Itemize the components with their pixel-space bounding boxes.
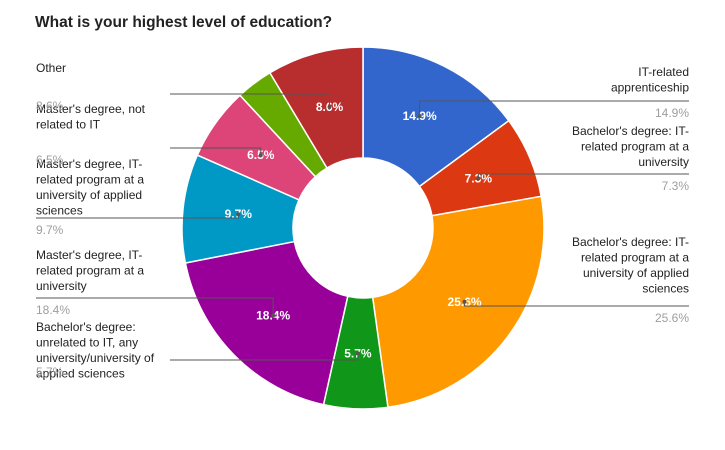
leader-dot-0 (417, 114, 422, 119)
leader-lines-group (36, 93, 689, 361)
legend-pct-5: 9.7% (36, 223, 64, 237)
leader-line-0 (419, 100, 689, 116)
legend-name-2-1: related program at a (581, 251, 689, 265)
leader-dot-4 (271, 313, 276, 318)
leader-dot-5 (236, 212, 241, 217)
legend-name-2-0: Bachelor's degree: IT- (572, 235, 689, 249)
slice-2[interactable] (371, 195, 545, 409)
leader-line-6 (170, 147, 262, 156)
leader-line-8 (170, 93, 331, 108)
legend-name-2-3: sciences (642, 282, 689, 296)
legend-name-4-1: related program at a (36, 264, 144, 278)
legend-name-4-2: university (36, 279, 87, 293)
legend-name-6-1: related to IT (36, 118, 101, 132)
legend-pct-4: 18.4% (36, 303, 70, 317)
slice-0[interactable] (362, 46, 510, 188)
legend-name-1-0: Bachelor's degree: IT- (572, 124, 689, 138)
legend-pct-1: 7.3% (662, 179, 690, 193)
slice-4[interactable] (184, 240, 349, 406)
legend-name-1-1: related program at a (581, 140, 689, 154)
legend-pct-0: 14.9% (655, 106, 689, 120)
legend-name-0-1: apprenticeship (611, 81, 689, 95)
legend-name-8-0: Other (36, 61, 66, 75)
leader-dot-3 (355, 351, 360, 356)
legend-name-3-3: applied sciences (36, 367, 125, 381)
leader-line-3 (170, 353, 359, 361)
slice-8[interactable] (268, 46, 364, 170)
leader-dot-8 (327, 105, 332, 110)
leader-dot-6 (258, 153, 263, 158)
leader-line-4 (36, 297, 274, 316)
legend-name-4-0: Master's degree, IT- (36, 248, 142, 262)
legend-pct-8: 8.6% (36, 99, 64, 113)
legend-name-5-3: sciences (36, 204, 83, 218)
legend-name-5-1: related program at a (36, 173, 144, 187)
leader-dot-2 (462, 299, 467, 304)
legend-group: IT-related apprenticeship 14.9% Bachelor's … (36, 61, 689, 381)
legend-name-5-0: Master's degree, IT- (36, 157, 142, 171)
legend-pct-3: 5.7% (36, 365, 64, 379)
legend-name-0-0: IT-related (638, 65, 689, 79)
legend-name-2-2: university of applied (583, 266, 689, 280)
legend-name-3-1: unrelated to IT, any (36, 336, 138, 350)
legend-name-6-0: Master's degree, not (36, 102, 146, 116)
legend-name-5-2: university of applied (36, 188, 142, 202)
legend-pct-2: 25.6% (655, 311, 689, 325)
legend-name-3-0: Bachelor's degree: (36, 320, 136, 334)
legend-pct-6: 6.5% (36, 153, 64, 167)
legend-name-3-2: university/university of (36, 351, 155, 365)
chart-title: What is your highest level of education? (35, 14, 332, 31)
legend-name-1-2: university (638, 155, 689, 169)
leader-dot-1 (476, 176, 481, 181)
